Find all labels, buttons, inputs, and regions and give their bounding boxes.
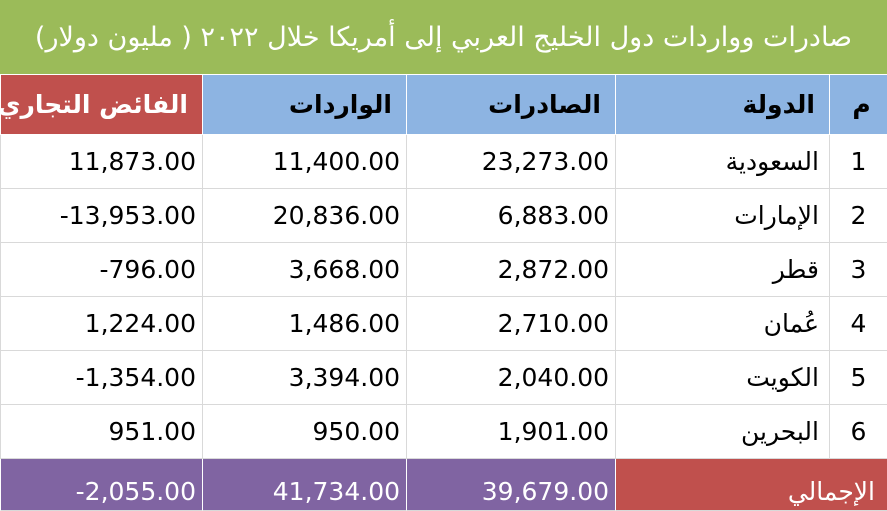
cell-surplus[interactable]: -796.00: [0, 243, 202, 297]
cell-country[interactable]: الإمارات: [615, 189, 829, 243]
cell-exports[interactable]: 2,040.00: [406, 351, 615, 405]
cell-exports[interactable]: 2,872.00: [406, 243, 615, 297]
header-index[interactable]: م: [829, 75, 887, 135]
cell-country[interactable]: عُمان: [615, 297, 829, 351]
cell-index[interactable]: 6: [829, 405, 887, 459]
cell-index[interactable]: 2: [829, 189, 887, 243]
total-surplus[interactable]: -2,055.00: [0, 459, 202, 511]
cell-index[interactable]: 3: [829, 243, 887, 297]
cell-surplus[interactable]: 11,873.00: [0, 135, 202, 189]
cell-index[interactable]: 4: [829, 297, 887, 351]
cell-surplus[interactable]: -1,354.00: [0, 351, 202, 405]
cell-country[interactable]: الكويت: [615, 351, 829, 405]
cell-surplus[interactable]: 1,224.00: [0, 297, 202, 351]
header-imports[interactable]: الواردات: [202, 75, 406, 135]
cell-imports[interactable]: 20,836.00: [202, 189, 406, 243]
header-exports[interactable]: الصادرات: [406, 75, 615, 135]
header-surplus[interactable]: الفائض التجاري: [0, 75, 202, 135]
total-imports[interactable]: 41,734.00: [202, 459, 406, 511]
total-exports[interactable]: 39,679.00: [406, 459, 615, 511]
cell-exports[interactable]: 23,273.00: [406, 135, 615, 189]
cell-exports[interactable]: 2,710.00: [406, 297, 615, 351]
trade-table: م الدولة الصادرات الواردات الفائض التجار…: [0, 75, 887, 511]
cell-exports[interactable]: 6,883.00: [406, 189, 615, 243]
total-label[interactable]: الإجمالي: [615, 459, 887, 511]
table-title[interactable]: صادرات وواردات دول الخليج العربي إلى أمر…: [0, 0, 887, 75]
cell-imports[interactable]: 1,486.00: [202, 297, 406, 351]
cell-imports[interactable]: 950.00: [202, 405, 406, 459]
cell-exports[interactable]: 1,901.00: [406, 405, 615, 459]
cell-country[interactable]: السعودية: [615, 135, 829, 189]
cell-index[interactable]: 5: [829, 351, 887, 405]
cell-index[interactable]: 1: [829, 135, 887, 189]
cell-country[interactable]: قطر: [615, 243, 829, 297]
cell-imports[interactable]: 3,668.00: [202, 243, 406, 297]
header-country[interactable]: الدولة: [615, 75, 829, 135]
cell-imports[interactable]: 11,400.00: [202, 135, 406, 189]
cell-surplus[interactable]: 951.00: [0, 405, 202, 459]
cell-country[interactable]: البحرين: [615, 405, 829, 459]
cell-surplus[interactable]: -13,953.00: [0, 189, 202, 243]
cell-imports[interactable]: 3,394.00: [202, 351, 406, 405]
